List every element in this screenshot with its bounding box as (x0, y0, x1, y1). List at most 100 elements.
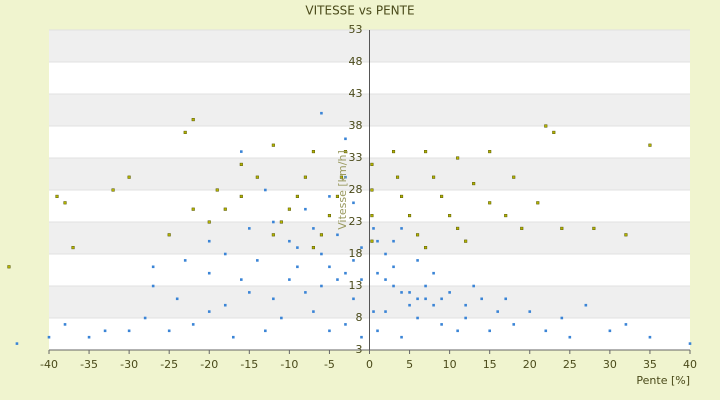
x-tick-label: 40 (683, 358, 697, 371)
point (456, 226, 460, 230)
point (151, 265, 155, 269)
point (432, 271, 435, 275)
point (271, 143, 275, 147)
point (344, 271, 347, 275)
point (191, 118, 195, 122)
point (167, 329, 171, 333)
point (63, 323, 67, 326)
x-tick-label: -30 (120, 358, 138, 371)
point (304, 291, 307, 294)
point (255, 175, 259, 179)
point (264, 188, 267, 192)
point (544, 329, 548, 333)
point (256, 259, 259, 262)
point (496, 310, 499, 313)
point (339, 175, 344, 179)
point (408, 214, 412, 218)
point (304, 207, 307, 211)
x-tick-label: 0 (366, 358, 373, 371)
point (416, 316, 419, 320)
point (231, 335, 235, 339)
point (63, 201, 67, 205)
y-tick-label: 8 (356, 311, 363, 324)
point (408, 303, 411, 307)
point (352, 259, 355, 262)
point (287, 207, 291, 211)
x-tick-label: 5 (406, 358, 413, 371)
point (624, 233, 628, 237)
point (608, 329, 612, 333)
point (395, 175, 400, 179)
point (432, 175, 436, 179)
point (328, 195, 331, 198)
x-tick-label: 20 (523, 358, 537, 371)
point (464, 303, 467, 307)
point (7, 265, 11, 269)
point (223, 207, 227, 211)
y-tick-label: 28 (349, 183, 363, 196)
point (280, 316, 283, 320)
y-tick-label: 38 (349, 119, 363, 132)
point (343, 150, 348, 154)
point (207, 271, 211, 275)
point (536, 201, 540, 205)
point (352, 201, 355, 205)
point (448, 214, 452, 218)
y-tick-label: 48 (349, 55, 363, 68)
y-tick-label: 43 (349, 87, 363, 100)
point (175, 297, 179, 301)
point (370, 188, 374, 192)
point (504, 297, 508, 301)
point (400, 291, 403, 294)
point (239, 194, 243, 198)
point (392, 284, 395, 288)
point (528, 310, 532, 313)
point (370, 214, 374, 218)
point (384, 310, 387, 313)
point (624, 323, 628, 326)
point (360, 335, 363, 339)
point (191, 323, 195, 326)
point (248, 227, 251, 230)
point (328, 265, 331, 269)
point (272, 297, 275, 301)
x-tick-label: -40 (40, 358, 58, 371)
point (584, 303, 588, 307)
x-tick-label: 35 (643, 358, 657, 371)
point (424, 246, 428, 250)
y-axis-label: Vitesse [km/h] (336, 150, 349, 230)
point (391, 150, 396, 154)
point (392, 239, 395, 243)
point (520, 226, 524, 230)
point (568, 335, 572, 339)
point (344, 323, 347, 326)
point (327, 214, 331, 218)
point (143, 316, 147, 320)
point (191, 207, 195, 211)
point (464, 316, 467, 320)
point (592, 226, 596, 230)
point (183, 259, 187, 262)
point (370, 239, 374, 243)
point (456, 156, 460, 160)
point (688, 342, 692, 345)
point (320, 111, 323, 115)
point (151, 284, 155, 288)
point (560, 316, 564, 320)
point (167, 233, 171, 237)
point (504, 214, 508, 218)
point (464, 239, 468, 243)
point (311, 150, 315, 154)
point (15, 342, 19, 345)
point (335, 194, 339, 198)
point (328, 329, 331, 333)
point (440, 323, 443, 326)
point (223, 303, 227, 307)
x-tick-label: -20 (200, 358, 218, 371)
point (303, 175, 307, 179)
point (416, 259, 419, 262)
point (127, 175, 131, 179)
point (207, 220, 211, 224)
point (352, 297, 355, 301)
